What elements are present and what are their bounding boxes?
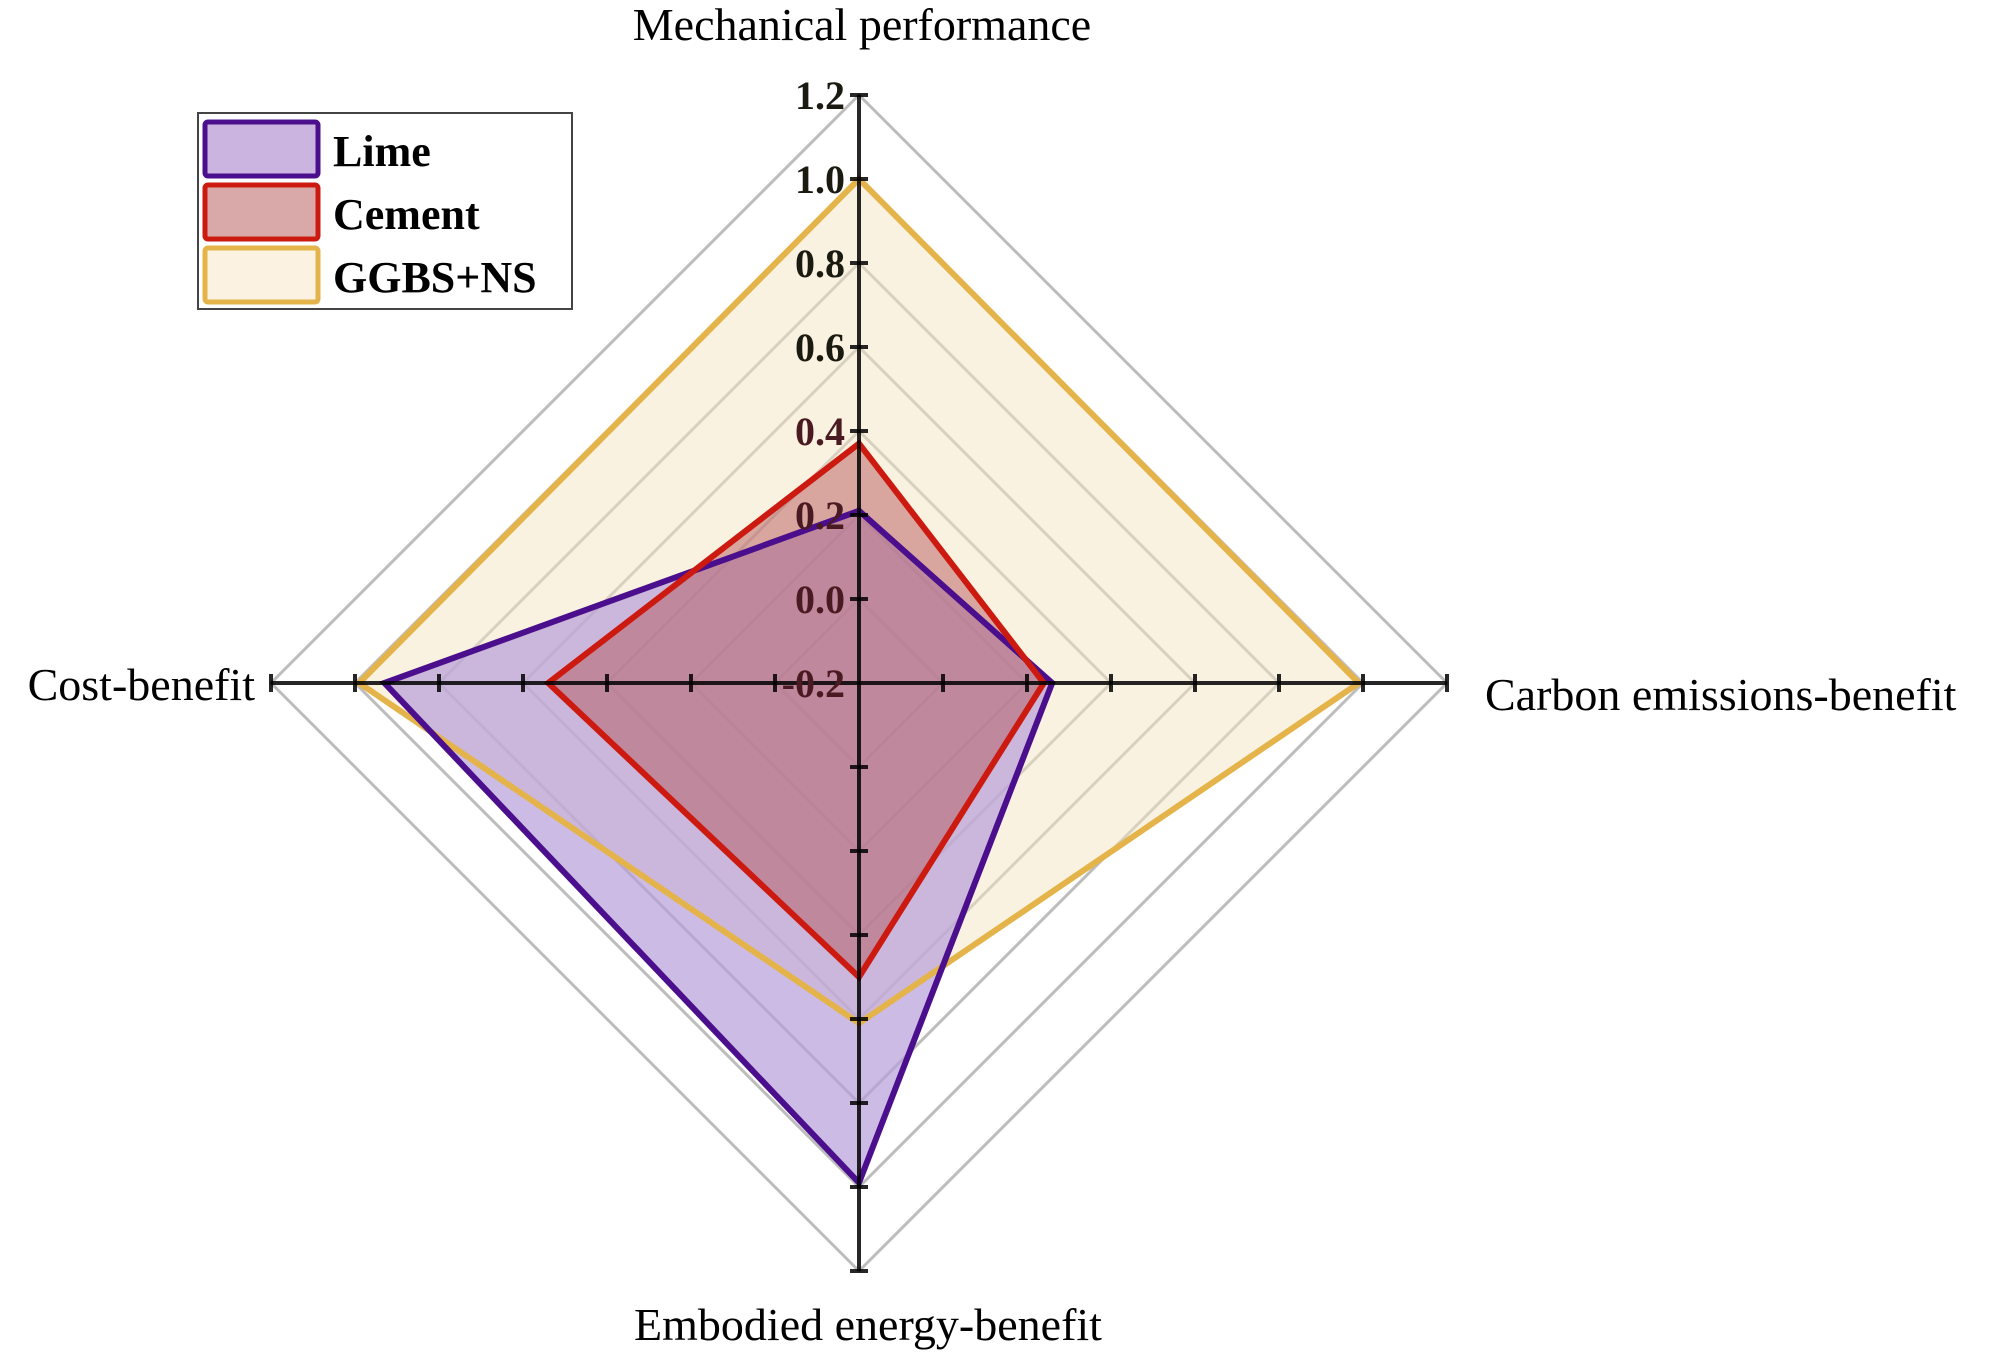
axis-title-cost-benefit: Cost-benefit [28, 659, 256, 710]
legend-label-cement: Cement [333, 190, 480, 239]
legend-swatch-ggbs-ns [202, 245, 321, 305]
radial-tick-label: 0.8 [795, 241, 845, 286]
legend-label-ggbs-ns: GGBS+NS [333, 253, 537, 302]
radial-tick-label: 0.4 [795, 409, 845, 454]
radar-axes [269, 93, 1449, 1273]
legend: Lime Cement GGBS+NS [197, 112, 573, 310]
radial-tick-label: 0.2 [795, 493, 845, 538]
radial-tick-label: 0.0 [795, 577, 845, 622]
axis-title-carbon-emissions-benefit: Carbon emissions-benefit [1485, 669, 1957, 720]
axis-title-embodied-energy-benefit: Embodied energy-benefit [634, 1299, 1102, 1350]
legend-label-lime: Lime [333, 127, 431, 176]
legend-item-cement: Cement [202, 182, 480, 242]
legend-swatch-cement [202, 182, 321, 242]
radial-tick-labels: 1.2 1.0 0.8 0.6 0.4 0.2 0.0 -0.2 [782, 73, 845, 706]
radial-tick-label: 1.2 [795, 73, 845, 118]
radial-tick-label: 0.6 [795, 325, 845, 370]
axis-title-mechanical-performance: Mechanical performance [633, 0, 1091, 50]
legend-item-ggbs-ns: GGBS+NS [202, 245, 537, 305]
legend-item-lime: Lime [202, 119, 431, 179]
series-fill-cement [548, 443, 1044, 978]
radial-tick-label: 1.0 [795, 157, 845, 202]
radial-tick-label: -0.2 [782, 661, 845, 706]
legend-swatch-lime [202, 119, 321, 179]
